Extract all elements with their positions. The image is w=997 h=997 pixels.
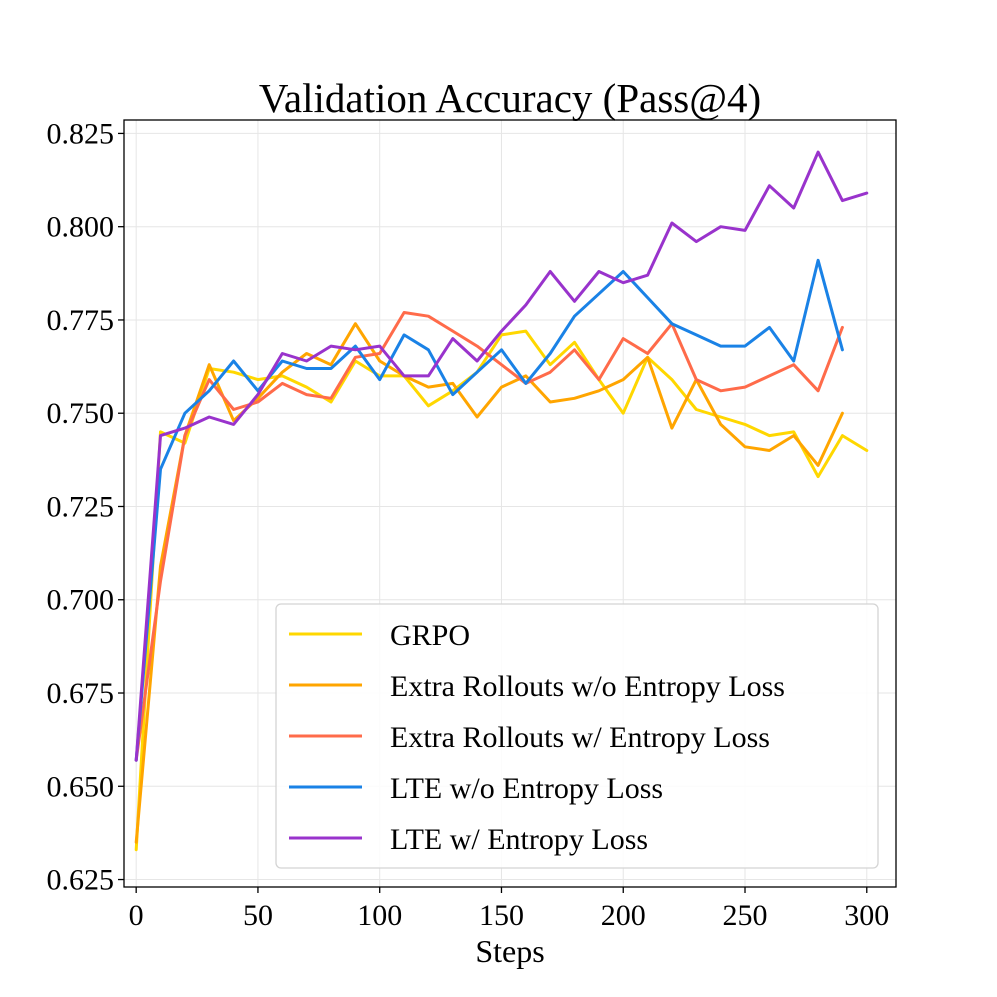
y-tick-label: 0.625: [47, 864, 115, 897]
y-tick-label: 0.675: [47, 677, 115, 710]
y-tick-label: 0.725: [47, 490, 115, 523]
x-tick-label: 100: [357, 899, 402, 932]
legend-label: LTE w/ Entropy Loss: [390, 823, 648, 856]
legend-label: LTE w/o Entropy Loss: [390, 772, 663, 805]
y-tick-label: 0.775: [47, 304, 115, 337]
y-tick-label: 0.800: [47, 211, 115, 244]
legend-label: Extra Rollouts w/o Entropy Loss: [390, 670, 785, 703]
x-tick-label: 200: [601, 899, 646, 932]
series-lines: [134, 150, 869, 852]
series-line-grpo: [134, 329, 869, 852]
x-axis-title: Steps: [475, 933, 544, 969]
y-tick-label: 0.700: [47, 584, 115, 617]
chart-title: Validation Accuracy (Pass@4): [259, 75, 761, 121]
x-tick-label: 150: [479, 899, 524, 932]
axis-ticks: 0 50 100 150 200 250 300 0.625 0.650 0.675 0.700 0.…: [47, 117, 890, 932]
legend-label: Extra Rollouts w/ Entropy Loss: [390, 721, 770, 754]
legend: GRPO Extra Rollouts w/o Entropy Loss Extra…: [275, 603, 879, 869]
y-tick-label: 0.750: [47, 397, 115, 430]
x-tick-label: 50: [243, 899, 273, 932]
y-tick-label: 0.650: [47, 770, 115, 803]
series-line-lte-w-entropy-loss: [134, 150, 869, 762]
legend-label: GRPO: [390, 619, 470, 652]
x-tick-label: 250: [723, 899, 768, 932]
plot-frame: [123, 119, 897, 888]
y-tick-label: 0.825: [47, 117, 115, 150]
series-line-extra-rollouts-w-entropy-loss: [134, 311, 844, 762]
x-tick-label: 0: [129, 899, 144, 932]
x-tick-label: 300: [844, 899, 889, 932]
series-line-lte-w-o-entropy-loss: [134, 258, 844, 762]
legend-box: [275, 603, 879, 869]
